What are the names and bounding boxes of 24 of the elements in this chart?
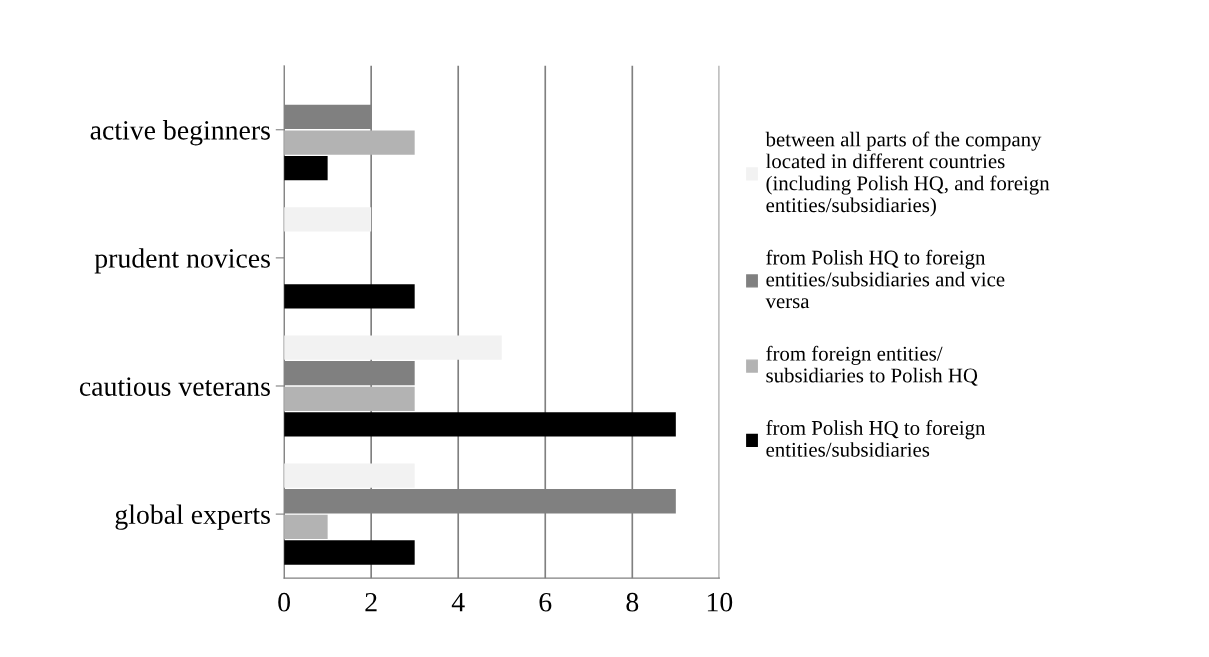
bar	[284, 540, 415, 565]
x-tick-label: 8	[626, 592, 639, 612]
y-tick-label: global experts	[115, 504, 270, 530]
legend-label: from foreign entities/ subsidiaries to Polish HQ	[766, 345, 978, 386]
bar	[284, 463, 415, 488]
x-tick-label: 0	[278, 592, 290, 612]
bar	[284, 207, 372, 232]
x-tick-label: 6	[539, 592, 552, 612]
bar	[284, 284, 415, 309]
bar	[284, 335, 502, 360]
y-tick-label: cautious veterans	[79, 377, 270, 396]
bar	[284, 386, 415, 411]
x-tick-label: 4	[451, 593, 465, 612]
y-tick-label: active beginners	[90, 120, 270, 146]
bar	[284, 156, 328, 181]
legend-label: from Polish HQ to foreign entities/subsidiaries and vice versa	[765, 249, 1005, 309]
legend-label: between all parts of the company located in different countries (including Polish HQ, and foreign entities/subsidiaries)	[765, 131, 1050, 217]
bar	[284, 514, 328, 540]
x-tick-label: 10	[707, 592, 733, 612]
y-tick-label: prudent novices	[94, 248, 270, 274]
bar	[284, 412, 676, 437]
legend-label: from Polish HQ to foreign entities/subsidiaries	[766, 420, 986, 457]
bar	[284, 130, 415, 155]
x-tick-label: 2	[365, 592, 377, 612]
